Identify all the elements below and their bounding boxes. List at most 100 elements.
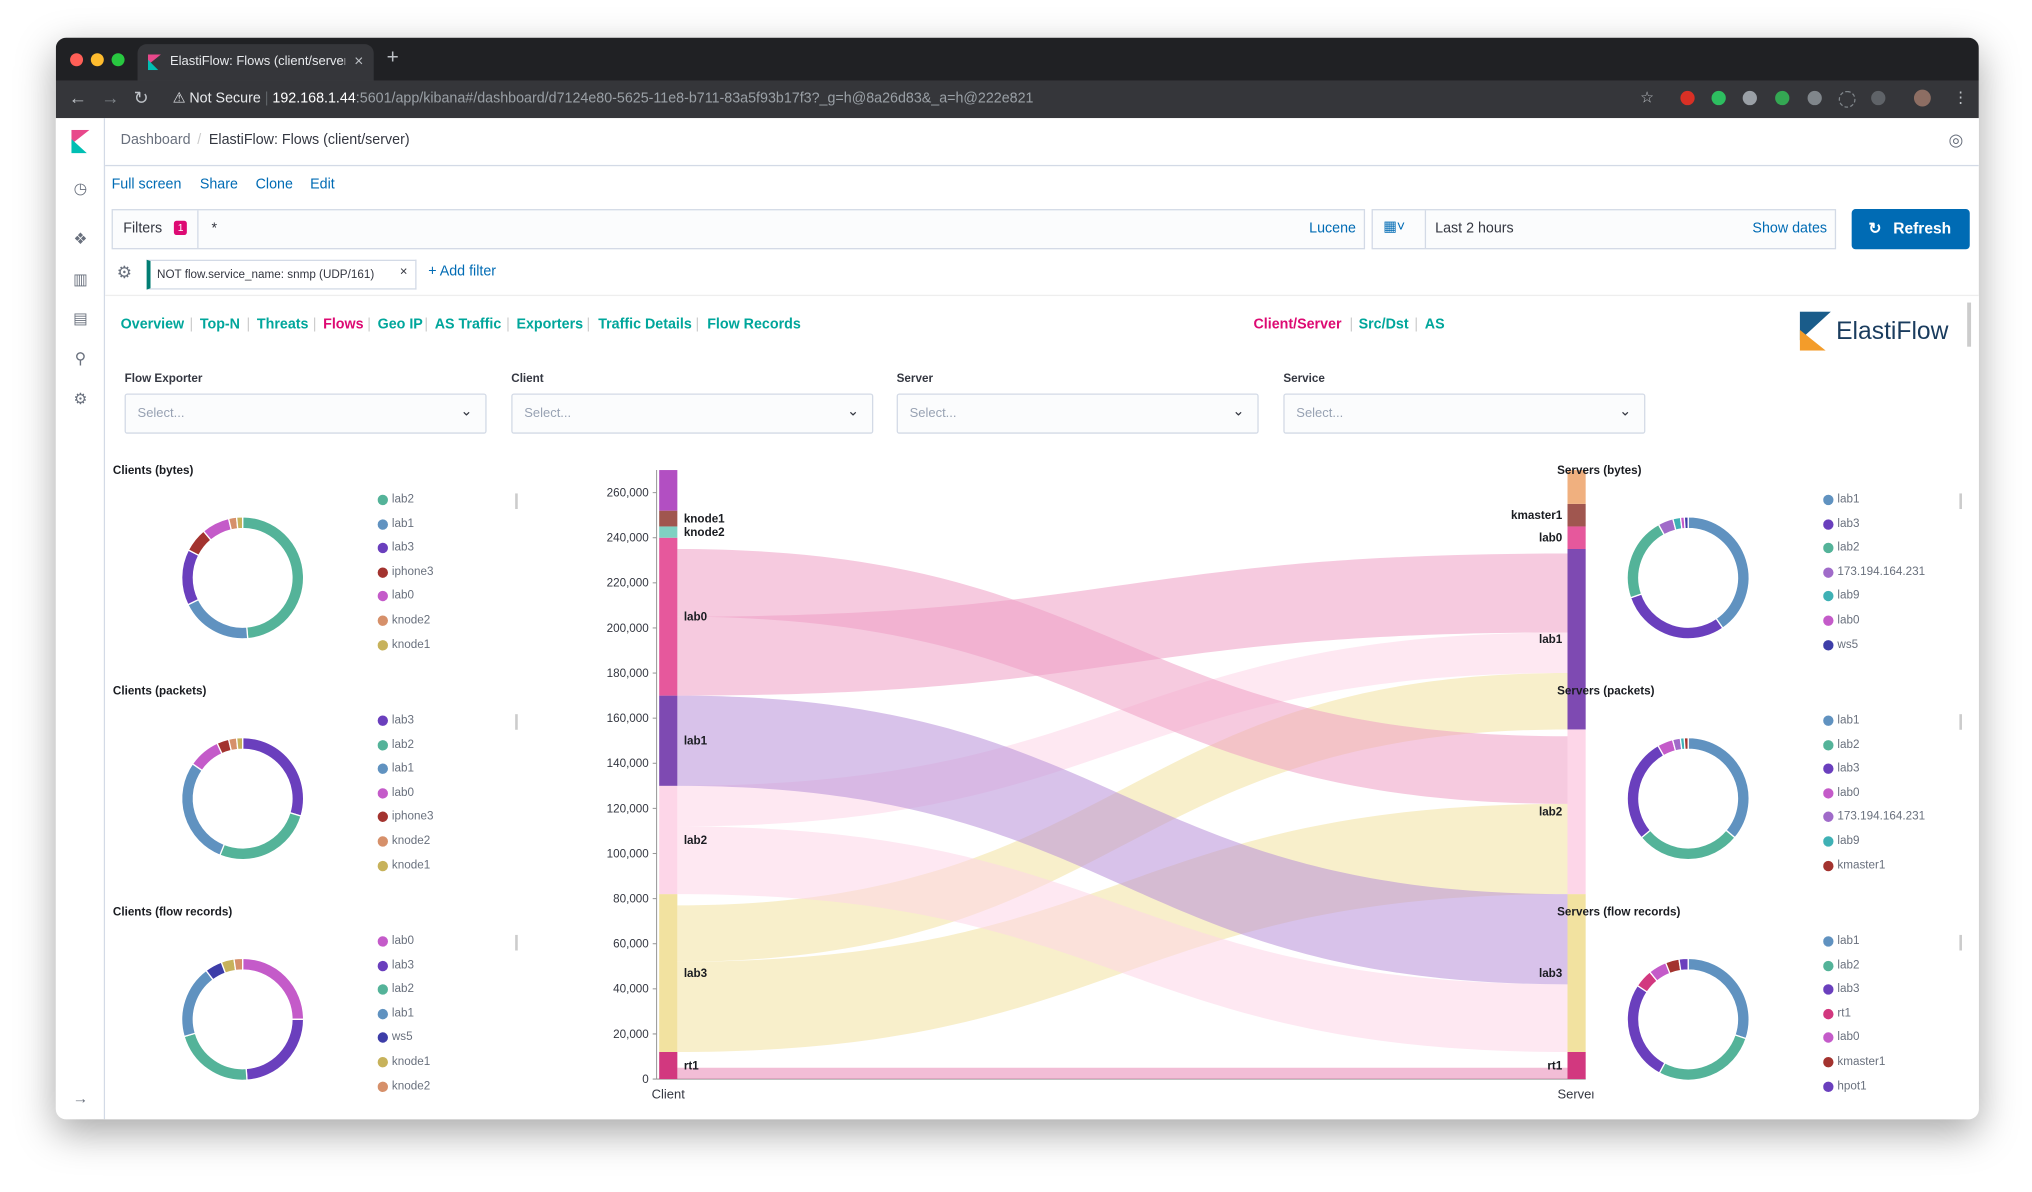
donut-slice-lab2[interactable] [219,811,302,861]
legend-item-ws5[interactable]: ws5 [377,1029,495,1053]
sankey-node-client-lab1[interactable] [659,695,678,786]
legend-item-173-194-164-231[interactable]: 173.194.164.231 [1823,808,1940,832]
fullscreen-link[interactable]: Full screen [111,176,182,193]
donut-slice-lab2[interactable] [242,516,305,640]
time-range-label[interactable]: Last 2 hours [1435,220,1514,237]
sankey-node-server-lab1[interactable] [1567,549,1586,730]
legend-item-lab3[interactable]: lab3 [1823,981,1940,1005]
legend-item-lab1[interactable]: lab1 [377,1005,495,1029]
donut-slice-lab1[interactable] [181,969,215,1038]
nav-link-flows[interactable]: Flows [323,316,364,333]
donut-slice-lab1[interactable] [1687,957,1750,1040]
minimize-window-button[interactable] [90,53,104,67]
donut-slice-ws5[interactable] [1683,516,1689,530]
legend-item-lab0[interactable]: lab0 [1823,1029,1940,1053]
legend-item-173-194-164-231[interactable]: 173.194.164.231 [1823,563,1940,587]
nav-link-as[interactable]: AS [1424,316,1445,333]
filter-settings-gear-icon[interactable]: ⚙ [116,262,132,282]
sankey-node-server-rt1[interactable] [1567,1051,1586,1080]
legend-item-lab2[interactable]: lab2 [377,981,495,1005]
legend-item-knode1[interactable]: knode1 [377,1053,495,1077]
extension-icon[interactable] [1742,90,1757,106]
nav-link-as-traffic[interactable]: AS Traffic [434,316,502,333]
legend-item-lab3[interactable]: lab3 [1823,515,1940,539]
legend-item-iphone3[interactable]: iphone3 [377,808,495,832]
donut-slice-lab3[interactable] [1626,984,1666,1074]
legend-item-ws5[interactable]: ws5 [1823,636,1940,660]
legend-item-lab2[interactable]: lab2 [1823,736,1940,760]
legend-item-lab0[interactable]: lab0 [1823,784,1940,808]
nav-link-flow-records[interactable]: Flow Records [707,316,801,333]
legend-item-lab2[interactable]: lab2 [1823,539,1940,563]
legend-item-lab1[interactable]: lab1 [377,760,495,784]
legend-item-lab3[interactable]: lab3 [377,956,495,980]
calendar-icon[interactable]: ▦˅ [1383,219,1406,236]
sankey-node-server-lab0[interactable] [1567,526,1586,550]
sankey-node-client-lab2[interactable] [659,785,678,895]
legend-item-lab9[interactable]: lab9 [1823,832,1940,856]
add-filter-link[interactable]: + Add filter [428,263,497,280]
visualize-icon[interactable]: ▥ [73,270,88,289]
legend-scrollbar[interactable] [515,714,518,730]
legend-item-lab0[interactable]: lab0 [377,587,495,611]
donut-slice-lab3[interactable] [1629,593,1724,640]
donut-slice-hpot1[interactable] [1678,957,1689,972]
clock-icon[interactable]: ◷ [73,179,88,198]
query-input[interactable]: * [211,220,218,237]
bookmark-star-icon[interactable]: ☆ [1640,88,1655,107]
nav-link-client-server[interactable]: Client/Server [1253,316,1342,333]
extension-icon[interactable] [1775,90,1790,106]
nav-link-top-n[interactable]: Top-N [199,316,240,333]
nav-link-threats[interactable]: Threats [256,316,309,333]
back-icon[interactable]: ← [68,86,87,108]
donut-slice-lab2[interactable] [1626,523,1666,599]
compass-icon[interactable]: ❖ [73,229,88,249]
legend-item-lab0[interactable]: lab0 [1823,612,1940,636]
remove-filter-icon[interactable]: × [399,264,408,280]
legend-item-lab2[interactable]: lab2 [1823,956,1940,980]
nav-link-overview[interactable]: Overview [120,316,185,333]
sankey-link-lab2-to-lab3[interactable] [677,826,1568,1052]
time-picker[interactable]: ▦˅ Last 2 hours Show dates [1371,209,1837,250]
browser-tab[interactable]: ElastiFlow: Flows (client/server × [137,44,374,81]
legend-item-kmaster1[interactable]: kmaster1 [1823,1053,1940,1077]
legend-item-lab1[interactable]: lab1 [1823,932,1940,956]
donut-slice-knode1[interactable] [235,736,244,751]
sankey-node-client-knode2[interactable] [659,526,678,538]
legend-scrollbar[interactable] [1959,934,1962,951]
donut-slice-kmaster1[interactable] [1683,736,1689,751]
legend-item-knode2[interactable]: knode2 [377,832,495,856]
legend-item-lab0[interactable]: lab0 [377,932,495,956]
donut-slice-lab3[interactable] [1626,744,1665,839]
legend-item-knode2[interactable]: knode2 [377,612,495,636]
legend-item-iphone3[interactable]: iphone3 [377,563,495,587]
profile-avatar[interactable] [1913,89,1931,107]
filters-label[interactable]: Filters [123,220,163,237]
adblock-extension-icon[interactable] [1680,90,1695,106]
sankey-link-lab0-to-lab2[interactable] [677,549,1568,804]
sankey-link-lab1-to-lab3[interactable] [677,695,1568,985]
sankey-node-client-other[interactable] [659,470,678,511]
show-dates-link[interactable]: Show dates [1752,220,1828,237]
scrollbar[interactable] [1967,302,1972,347]
legend-scrollbar[interactable] [1959,493,1962,510]
donut-slice-lab1[interactable] [1687,736,1750,839]
donut-slice-lab3[interactable] [245,1018,305,1081]
nav-link-geo-ip[interactable]: Geo IP [377,316,423,333]
flow-exporter-select[interactable]: Select... ⌄ [124,393,487,434]
legend-item-lab3[interactable]: lab3 [377,539,495,563]
gear-icon[interactable]: ⚙ [73,389,88,408]
legend-item-lab1[interactable]: lab1 [1823,712,1940,736]
legend-scrollbar[interactable] [515,493,518,510]
clone-link[interactable]: Clone [255,176,293,193]
sankey-node-client-rt1[interactable] [659,1051,678,1080]
sankey-node-client-lab3[interactable] [659,894,678,1052]
donut-slice-lab1[interactable] [1687,516,1750,630]
donut-slice-lab3[interactable] [181,549,200,606]
donut-slice-lab1[interactable] [187,598,249,640]
legend-item-kmaster1[interactable]: kmaster1 [1823,856,1940,880]
extension-icon[interactable] [1807,90,1822,106]
sankey-link-lab0-to-lab1[interactable] [677,553,1568,696]
reload-icon[interactable]: ↻ [133,86,149,108]
url-field[interactable]: ⚠ Not Secure | 192.168.1.44:5601/app/kib… [172,90,1034,107]
